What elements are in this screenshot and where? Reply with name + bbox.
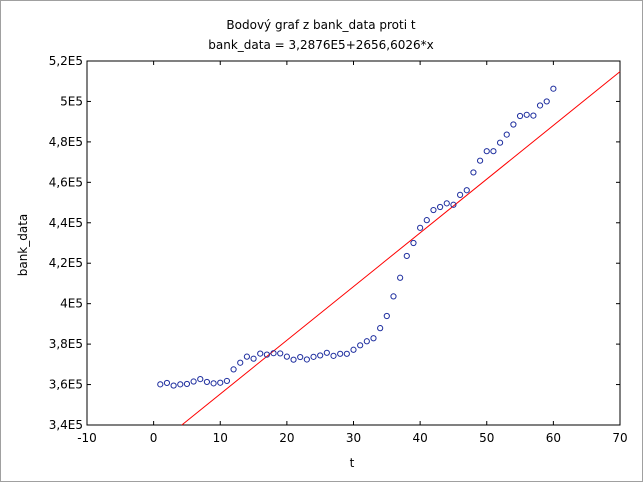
data-point	[470, 169, 477, 176]
data-point	[457, 191, 464, 198]
data-point	[363, 338, 370, 345]
y-tick-label: 4E5	[60, 297, 83, 311]
data-point	[490, 148, 497, 155]
data-point	[377, 325, 384, 332]
x-tick-label: -10	[77, 431, 97, 445]
data-point	[543, 98, 550, 105]
data-point	[483, 148, 490, 155]
data-point	[550, 85, 557, 92]
chart-subtitle: bank_data = 3,2876E5+2656,6026*x	[208, 38, 434, 52]
x-tick-label: 50	[479, 431, 494, 445]
chart-title: Bodový graf z bank_data proti t	[226, 18, 415, 32]
data-point	[496, 139, 504, 146]
data-point	[450, 201, 457, 208]
x-tick-label: 0	[150, 431, 158, 445]
data-point	[163, 379, 171, 387]
data-point	[303, 356, 310, 363]
data-point	[157, 381, 164, 388]
data-point	[177, 381, 184, 388]
data-point	[203, 378, 211, 386]
plot-border	[86, 60, 621, 426]
y-tick-label: 3,6E5	[49, 378, 83, 392]
y-tick-label: 4,2E5	[49, 256, 83, 270]
x-tick-label: 30	[346, 431, 361, 445]
data-point	[523, 111, 530, 118]
data-point	[190, 378, 197, 385]
data-point	[350, 346, 357, 353]
data-point	[263, 351, 270, 358]
data-point	[357, 342, 364, 349]
y-axis-label: bank_data	[16, 214, 30, 277]
data-point	[243, 353, 250, 360]
data-point	[317, 352, 324, 359]
y-tick-label: 3,8E5	[49, 337, 83, 351]
data-point	[343, 350, 350, 357]
data-point	[230, 366, 237, 373]
data-point	[516, 112, 524, 120]
y-tick-label: 3,4E5	[49, 418, 83, 432]
plot-area: -10 0 10 20 30 40 50 60 70 3,4E5 3,6E5 3,8E5 4E5 4,2E…	[49, 54, 628, 445]
data-point	[210, 380, 217, 387]
y-tick-label: 4,8E5	[49, 135, 83, 149]
data-point	[183, 380, 191, 388]
x-tick-label: 70	[612, 431, 627, 445]
data-point	[437, 203, 444, 211]
y-tick-label: 5,2E5	[49, 54, 83, 68]
regression-line	[181, 71, 621, 426]
data-point	[297, 353, 304, 361]
data-point	[423, 217, 430, 224]
x-tick-label: 20	[279, 431, 294, 445]
data-point	[217, 379, 224, 386]
data-point	[370, 335, 377, 342]
data-point	[476, 157, 484, 164]
data-point	[463, 187, 470, 194]
x-tick-label: 60	[546, 431, 561, 445]
y-tick-label: 5E5	[60, 94, 83, 108]
data-point	[310, 353, 317, 360]
data-point	[337, 350, 344, 357]
data-point	[290, 356, 297, 363]
data-point	[390, 293, 397, 300]
data-point	[330, 352, 337, 359]
data-point	[237, 359, 244, 366]
data-point	[257, 350, 264, 357]
data-point	[277, 350, 284, 357]
data-point	[530, 112, 537, 119]
y-tick-label: 4,4E5	[49, 216, 83, 230]
data-point	[536, 102, 544, 109]
y-tick-label: 4,6E5	[49, 175, 83, 189]
data-point	[270, 350, 277, 357]
data-point	[430, 206, 437, 214]
data-point	[323, 349, 330, 356]
data-point	[383, 312, 390, 320]
data-point	[410, 239, 417, 247]
data-point	[223, 377, 231, 385]
x-tick-label: 40	[412, 431, 427, 445]
x-tick-label: 10	[213, 431, 228, 445]
data-point	[510, 121, 517, 128]
data-point	[503, 131, 510, 138]
data-point	[250, 355, 257, 362]
data-point	[197, 375, 204, 383]
x-axis-label: t	[350, 456, 355, 470]
data-point	[417, 224, 424, 231]
data-point	[443, 200, 450, 207]
data-point	[403, 252, 410, 260]
data-point	[283, 353, 290, 360]
data-point	[170, 382, 177, 389]
data-point	[397, 274, 404, 281]
